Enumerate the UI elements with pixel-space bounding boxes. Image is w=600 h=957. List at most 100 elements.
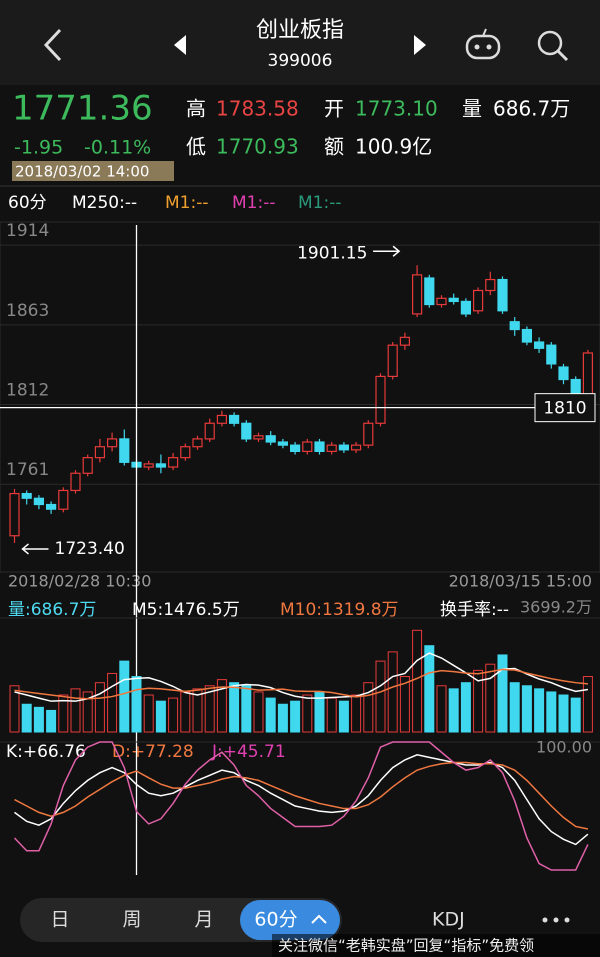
volume-bar bbox=[119, 660, 130, 733]
candle-body bbox=[412, 274, 423, 315]
k-label: K:+66.76 bbox=[6, 742, 86, 762]
volume-bar bbox=[387, 651, 398, 733]
volume-bar bbox=[546, 691, 557, 733]
volume-bar bbox=[497, 654, 508, 733]
volume-bar bbox=[424, 645, 435, 733]
candle-body bbox=[375, 375, 386, 424]
label: 低 bbox=[186, 135, 206, 159]
time: 2018/03/02 14:00 bbox=[15, 163, 149, 181]
time-tag bbox=[12, 161, 174, 181]
volume-bar bbox=[436, 685, 447, 733]
volume-bar bbox=[302, 694, 313, 733]
watermark: 关注微信“老韩实盘”回复“指标”免费领 bbox=[278, 937, 534, 955]
candle-body bbox=[82, 457, 93, 474]
volume-bar bbox=[570, 697, 581, 733]
y-tick-label: 100.00 bbox=[536, 738, 592, 757]
volume-bar bbox=[204, 685, 215, 733]
chevron bbox=[311, 914, 327, 924]
candle-body bbox=[436, 297, 447, 306]
volume-bar bbox=[229, 682, 240, 733]
volume-bar bbox=[363, 682, 374, 733]
low-note: 1723.40 bbox=[55, 539, 125, 559]
title: 创业板指 bbox=[256, 18, 344, 43]
next-button[interactable] bbox=[414, 35, 426, 55]
volume: 686.7万 bbox=[493, 97, 570, 121]
ma10-label: M10:1319.8万 bbox=[280, 600, 399, 620]
tab[interactable]: 60分 bbox=[254, 909, 297, 931]
tab[interactable]: 周 bbox=[122, 909, 141, 931]
candle-body bbox=[351, 444, 362, 451]
candle-body bbox=[546, 344, 557, 365]
candle-body bbox=[424, 277, 435, 306]
tab[interactable]: 日 bbox=[50, 909, 69, 931]
high-note: 1901.15 bbox=[297, 243, 367, 263]
ma5-label: M5:1476.5万 bbox=[132, 600, 240, 620]
candle-body bbox=[338, 444, 349, 451]
label: 额 bbox=[324, 135, 344, 159]
candle-body bbox=[399, 336, 410, 346]
ma5-line bbox=[14, 652, 589, 702]
ma10-line bbox=[14, 668, 588, 700]
candle-body bbox=[192, 438, 203, 448]
code: 399006 bbox=[268, 51, 333, 71]
end-time: 2018/03/15 15:00 bbox=[449, 572, 592, 591]
y-tick-label: 1812 bbox=[6, 381, 49, 401]
prev-button[interactable] bbox=[174, 35, 186, 55]
volume-bar bbox=[216, 679, 227, 733]
active-tab[interactable] bbox=[240, 900, 340, 940]
change: -1.95 bbox=[14, 137, 63, 159]
volume-bar bbox=[460, 682, 471, 733]
change-pct: -0.11% bbox=[84, 137, 151, 159]
candle-body bbox=[302, 441, 313, 452]
candle-body bbox=[509, 321, 520, 331]
candle-body bbox=[460, 300, 471, 315]
candle-body bbox=[497, 278, 508, 312]
volume-bar bbox=[192, 688, 203, 733]
volume-bar bbox=[46, 709, 57, 733]
label: 量 bbox=[462, 97, 482, 121]
candle-body bbox=[570, 378, 581, 396]
candle-body bbox=[448, 297, 459, 303]
candle-body bbox=[326, 444, 337, 452]
j-line bbox=[13, 741, 589, 871]
volume-bar bbox=[253, 691, 264, 733]
price: 1771.36 bbox=[12, 89, 153, 129]
volume-label: 量:686.7万 bbox=[8, 600, 96, 620]
volume-bar bbox=[70, 688, 81, 733]
indicator-button[interactable]: KDJ bbox=[432, 909, 465, 931]
volume-bar bbox=[168, 697, 179, 733]
ma-label: M1:-- bbox=[165, 193, 208, 213]
more-button[interactable] bbox=[542, 917, 570, 923]
candle-body bbox=[33, 497, 45, 506]
tab[interactable]: 月 bbox=[194, 909, 213, 931]
volume-bar bbox=[265, 697, 276, 733]
volume-bar bbox=[473, 669, 484, 733]
back-button[interactable] bbox=[43, 28, 62, 62]
candle-body bbox=[9, 492, 20, 537]
volume-bar bbox=[82, 691, 93, 733]
ma-label: M1:-- bbox=[232, 193, 275, 213]
high: 1783.58 bbox=[216, 97, 299, 121]
candle-body bbox=[229, 414, 240, 424]
candle-body bbox=[533, 341, 545, 349]
candle-body bbox=[119, 438, 130, 463]
volume-bar bbox=[277, 703, 288, 733]
robot-button[interactable] bbox=[465, 28, 501, 60]
volume-bar bbox=[290, 700, 301, 733]
y-tick-label: 1761 bbox=[6, 460, 49, 480]
volume-bar bbox=[485, 663, 496, 733]
volume-bar bbox=[338, 700, 349, 733]
amount: 100.9亿 bbox=[355, 135, 432, 159]
volume-bar bbox=[143, 694, 154, 733]
candle-body bbox=[558, 366, 569, 381]
start-time: 2018/02/28 10:30 bbox=[8, 572, 151, 591]
label: 高 bbox=[186, 97, 206, 121]
search-button[interactable] bbox=[537, 30, 569, 62]
candle-body bbox=[45, 503, 57, 510]
d-line bbox=[14, 761, 589, 830]
candle-body bbox=[216, 414, 227, 424]
volume-bar bbox=[399, 676, 410, 733]
volume-bar bbox=[131, 676, 142, 733]
